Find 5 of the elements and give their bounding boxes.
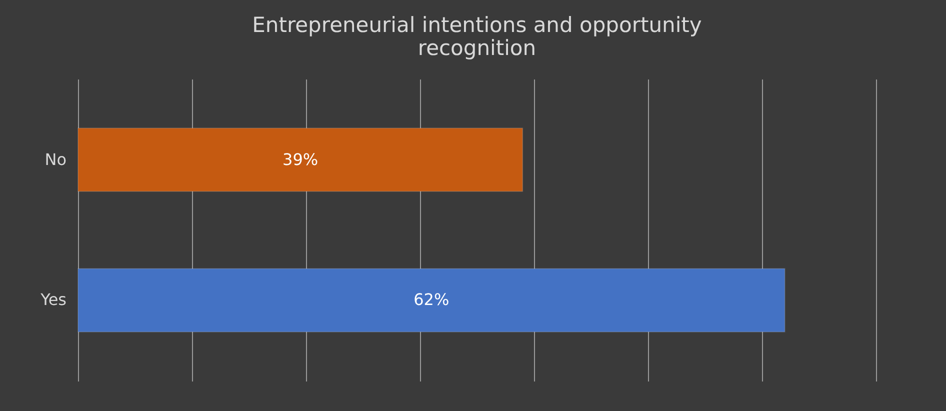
data-label: 39% <box>282 150 318 169</box>
chart-title: Entrepreneurial intentions and opportunity recognition <box>252 13 702 60</box>
y-tick-label: Yes <box>40 290 66 310</box>
y-tick-label: No <box>44 150 66 169</box>
data-label: 62% <box>414 290 450 310</box>
